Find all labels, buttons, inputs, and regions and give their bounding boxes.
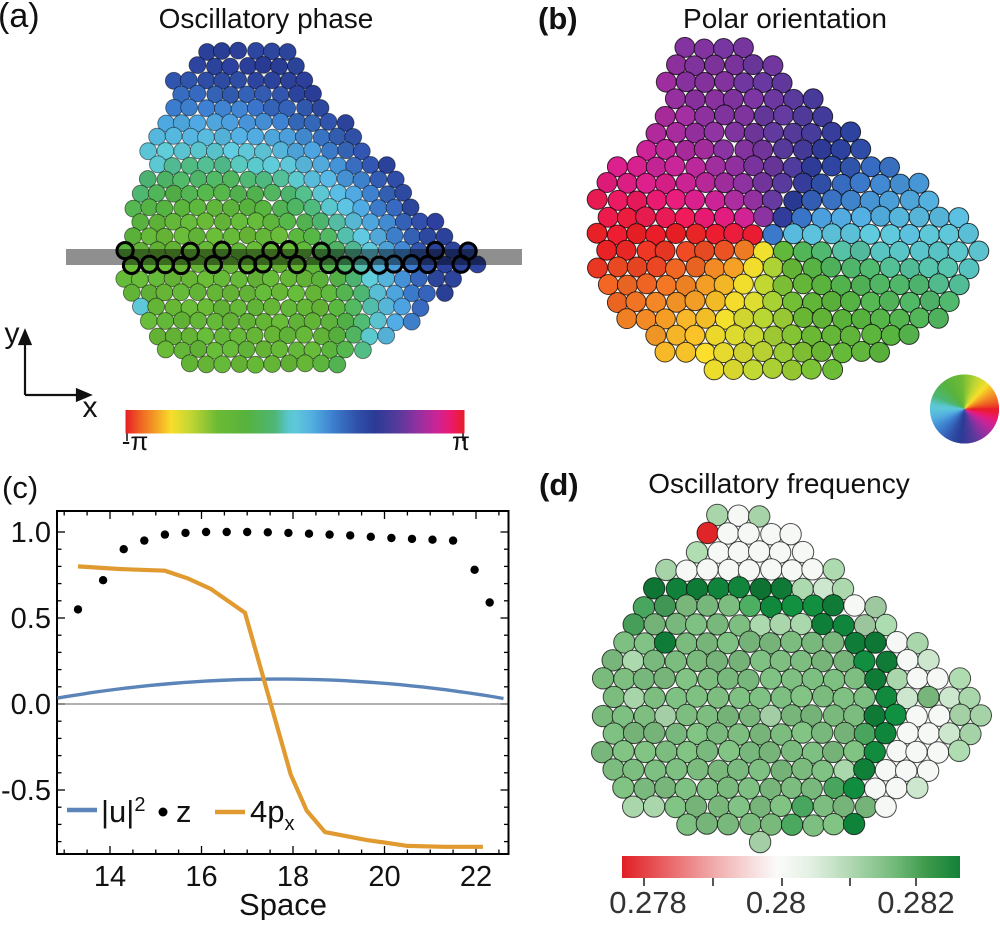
svg-text:Polar orientation: Polar orientation [683, 3, 887, 34]
svg-text:x: x [83, 391, 98, 424]
svg-text:Space: Space [239, 887, 327, 920]
svg-text:1.0: 1.0 [11, 517, 51, 549]
svg-text:0.5: 0.5 [11, 603, 51, 635]
svg-text:14: 14 [94, 861, 126, 893]
svg-text:(a): (a) [0, 0, 40, 35]
svg-text:Oscillatory phase: Oscillatory phase [159, 3, 374, 34]
svg-text:0.0: 0.0 [11, 689, 51, 721]
svg-text:(c): (c) [2, 470, 38, 505]
svg-text:y: y [5, 317, 20, 350]
svg-text:16: 16 [185, 861, 217, 893]
svg-text:Oscillatory frequency: Oscillatory frequency [648, 468, 909, 499]
svg-text:-0.5: -0.5 [1, 775, 51, 807]
svg-text:0.282: 0.282 [877, 885, 955, 920]
svg-text:(b): (b) [538, 1, 578, 36]
svg-text:π: π [452, 426, 470, 456]
svg-text:-π: -π [122, 426, 149, 456]
svg-text:20: 20 [368, 861, 400, 893]
svg-text:0.28: 0.28 [746, 885, 806, 920]
svg-text:18: 18 [277, 861, 309, 893]
svg-text:0.278: 0.278 [609, 885, 687, 920]
svg-text:22: 22 [460, 861, 492, 893]
svg-text:z: z [176, 794, 192, 829]
svg-text:(d): (d) [539, 467, 579, 502]
